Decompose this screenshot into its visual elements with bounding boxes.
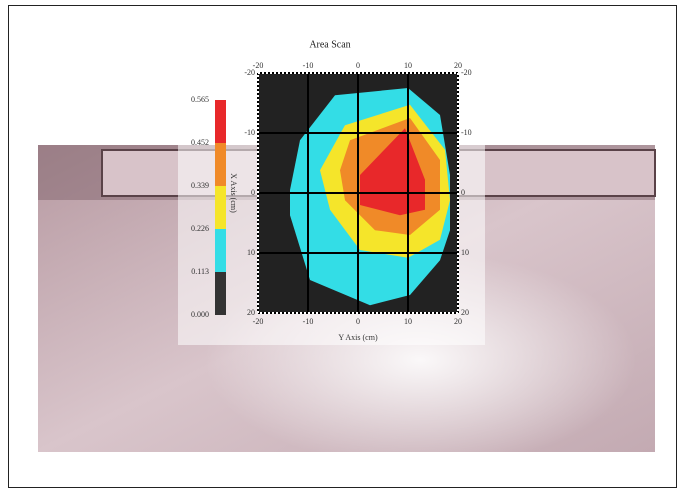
y-tick-label: 0	[251, 188, 255, 197]
x-tick-label: 10	[404, 61, 412, 70]
colorbar-label: 0.226	[191, 224, 209, 233]
y-tick-label: -20	[244, 68, 255, 77]
colorbar-segment	[215, 100, 226, 143]
x-tick-label: 20	[454, 317, 462, 326]
colorbar-segment	[215, 229, 226, 272]
x-tick-label: -10	[303, 317, 314, 326]
x-tick-label: 0	[356, 61, 360, 70]
y-tick-label: 10	[461, 248, 469, 257]
chart-title: Area Scan	[309, 39, 350, 50]
plot-border	[257, 72, 459, 314]
y-axis-label: X Axis (cm)	[229, 173, 238, 213]
y-tick-label: -10	[244, 128, 255, 137]
y-tick-label: 0	[461, 188, 465, 197]
colorbar-segment	[215, 186, 226, 229]
x-tick-label: 10	[404, 317, 412, 326]
y-tick-label: 20	[247, 308, 255, 317]
colorbar-label: 0.339	[191, 181, 209, 190]
y-tick-label: 10	[247, 248, 255, 257]
colorbar-label: 0.000	[191, 310, 209, 319]
colorbar-segment	[215, 272, 226, 315]
x-tick-label: 20	[454, 61, 462, 70]
x-tick-label: 0	[356, 317, 360, 326]
y-tick-label: -20	[461, 68, 472, 77]
x-tick-label: -20	[253, 61, 264, 70]
x-tick-label: -10	[303, 61, 314, 70]
colorbar-label: 0.113	[191, 267, 209, 276]
y-tick-label: 20	[461, 308, 469, 317]
x-axis-label: Y Axis (cm)	[338, 333, 378, 342]
y-tick-label: -10	[461, 128, 472, 137]
colorbar-label: 0.452	[191, 138, 209, 147]
colorbar-segment	[215, 143, 226, 186]
colorbar-label: 0.565	[191, 95, 209, 104]
x-tick-label: -20	[253, 317, 264, 326]
